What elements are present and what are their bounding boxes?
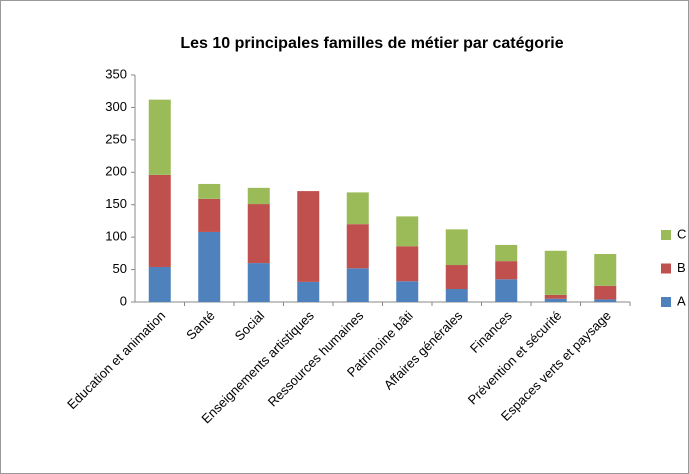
bar-segment — [445, 265, 468, 290]
y-tick-label: 50 — [113, 261, 127, 276]
bar-segment — [544, 250, 567, 295]
bar-segment — [544, 298, 567, 302]
legend-label: A — [677, 293, 686, 308]
bar-segment — [594, 299, 617, 302]
bar-segment — [148, 266, 171, 302]
legend-swatch — [661, 263, 671, 274]
legend-swatch — [661, 297, 671, 307]
bar-segment — [396, 246, 419, 282]
y-tick-label: 0 — [120, 293, 127, 308]
bar-segment — [594, 285, 617, 300]
y-tick-label: 300 — [105, 99, 127, 114]
y-tick-label: 350 — [105, 66, 127, 81]
bar-segment — [198, 198, 221, 232]
bar-segment — [346, 192, 369, 225]
bar-segment — [247, 263, 270, 302]
y-tick-label: 150 — [105, 196, 127, 211]
bar-segment — [445, 289, 468, 302]
bar-segment — [346, 268, 369, 302]
bar-segment — [495, 244, 518, 262]
bar-segment — [198, 231, 221, 302]
bar-segment — [495, 261, 518, 280]
bar-segment — [396, 216, 419, 247]
y-tick-label: 100 — [105, 229, 127, 244]
legend-label: C — [677, 226, 686, 241]
legend-swatch — [661, 230, 671, 240]
bar-segment — [198, 183, 221, 199]
bar-segment — [544, 294, 567, 299]
bar-segment — [247, 187, 270, 205]
bar-segment — [148, 174, 171, 267]
bar-segment — [445, 229, 468, 266]
bar-segment — [495, 279, 518, 302]
bar-segment — [594, 254, 617, 286]
bar-segment — [297, 191, 320, 282]
chart-title: Les 10 principales familles de métier pa… — [180, 35, 563, 52]
y-tick-label: 250 — [105, 131, 127, 146]
bar-segment — [396, 281, 419, 302]
legend-label: B — [677, 260, 686, 275]
bar-segment — [346, 224, 369, 269]
bar-segment — [148, 99, 171, 175]
y-tick-label: 200 — [105, 164, 127, 179]
bar-segment — [247, 204, 270, 264]
bar-segment — [297, 281, 320, 302]
